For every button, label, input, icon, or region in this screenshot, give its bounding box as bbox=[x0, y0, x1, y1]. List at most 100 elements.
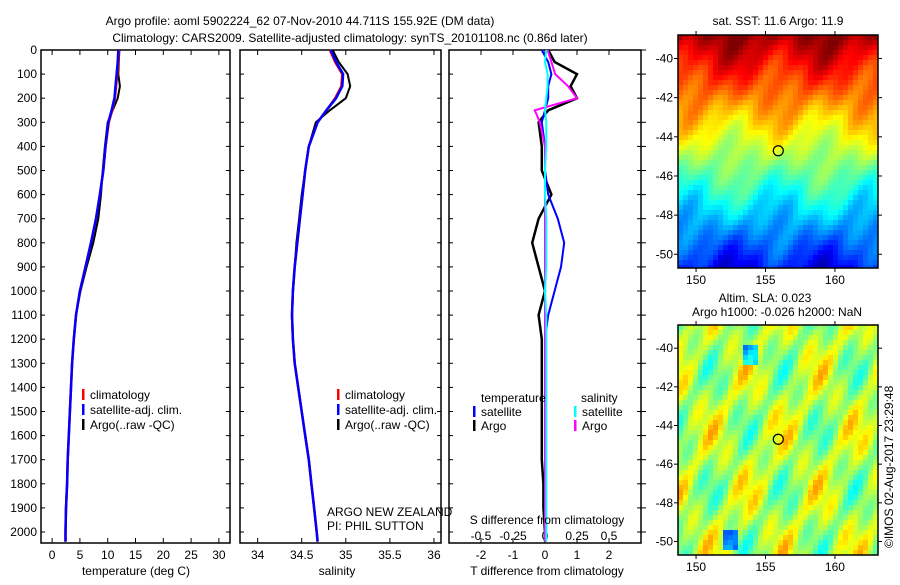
title-line-2: Climatology: CARS2009. Satellite-adjuste… bbox=[112, 31, 587, 45]
map-cell bbox=[798, 415, 803, 420]
map-cell bbox=[748, 150, 753, 155]
map-cell bbox=[783, 480, 788, 485]
map-cell bbox=[828, 150, 833, 155]
map-cell bbox=[788, 525, 793, 530]
map-cell bbox=[733, 255, 738, 260]
map-cell bbox=[728, 330, 733, 335]
map-cell bbox=[773, 45, 778, 50]
map-cell bbox=[678, 380, 683, 385]
map-cell bbox=[823, 460, 828, 465]
map-cell bbox=[753, 535, 758, 540]
map-cell bbox=[863, 505, 868, 510]
map-cell bbox=[718, 530, 723, 535]
map-cell bbox=[803, 135, 808, 140]
map-cell bbox=[723, 210, 728, 215]
map-cell bbox=[803, 500, 808, 505]
map-cell bbox=[743, 100, 748, 105]
map-cell bbox=[848, 120, 853, 125]
map-cell bbox=[823, 220, 828, 225]
map-cell bbox=[783, 485, 788, 490]
map-cell bbox=[868, 500, 873, 505]
map-cell bbox=[708, 210, 713, 215]
map-cell bbox=[688, 190, 693, 195]
x-tick-label: 25 bbox=[184, 548, 198, 562]
map-cell bbox=[818, 155, 823, 160]
map-cell bbox=[758, 490, 763, 495]
map-cell bbox=[863, 520, 868, 525]
map-cell bbox=[728, 355, 733, 360]
map-cell bbox=[693, 340, 698, 345]
map-cell bbox=[743, 535, 748, 540]
map-cell bbox=[798, 395, 803, 400]
map-cell bbox=[788, 415, 793, 420]
map-cell bbox=[723, 35, 728, 40]
map-cell bbox=[803, 75, 808, 80]
map-cell bbox=[728, 370, 733, 375]
map-cell bbox=[773, 85, 778, 90]
map-cell bbox=[743, 90, 748, 95]
map-cell bbox=[733, 145, 738, 150]
map-cell bbox=[768, 125, 773, 130]
map-cell bbox=[873, 460, 878, 465]
map-cell bbox=[798, 525, 803, 530]
map-cell bbox=[853, 150, 858, 155]
map-cell bbox=[873, 215, 878, 220]
map-cell bbox=[723, 85, 728, 90]
map-cell bbox=[783, 360, 788, 365]
map-cell bbox=[838, 450, 843, 455]
map-cell bbox=[723, 220, 728, 225]
map-cell bbox=[833, 140, 838, 145]
map-cell bbox=[863, 420, 868, 425]
map-cell bbox=[843, 205, 848, 210]
map-cell bbox=[723, 360, 728, 365]
map-cell bbox=[768, 375, 773, 380]
map-cell bbox=[778, 415, 783, 420]
map-cell bbox=[873, 365, 878, 370]
map-cell bbox=[828, 80, 833, 85]
map-cell bbox=[808, 115, 813, 120]
map-cell bbox=[788, 50, 793, 55]
map-cell bbox=[753, 145, 758, 150]
map-cell bbox=[873, 430, 878, 435]
map-cell bbox=[818, 35, 823, 40]
map-cell bbox=[698, 245, 703, 250]
x-tick-label: 10 bbox=[101, 548, 115, 562]
s-tick-label: 0.25 bbox=[565, 529, 589, 543]
map-cell bbox=[778, 130, 783, 135]
map-cell bbox=[853, 430, 858, 435]
map-cell bbox=[738, 80, 743, 85]
map-cell bbox=[758, 205, 763, 210]
map-cell bbox=[843, 455, 848, 460]
map-cell bbox=[693, 70, 698, 75]
map-cell bbox=[788, 340, 793, 345]
map-cell bbox=[708, 160, 713, 165]
map-cell bbox=[753, 95, 758, 100]
map-cell bbox=[738, 455, 743, 460]
map-cell bbox=[683, 220, 688, 225]
map-cell bbox=[818, 385, 823, 390]
map-cell bbox=[763, 410, 768, 415]
map-cell bbox=[818, 100, 823, 105]
map-cell bbox=[858, 105, 863, 110]
map-cell bbox=[758, 90, 763, 95]
map-cell bbox=[838, 410, 843, 415]
map-cell bbox=[828, 250, 833, 255]
map-cell bbox=[798, 70, 803, 75]
map-cell bbox=[683, 265, 688, 268]
map-cell bbox=[698, 385, 703, 390]
map-cell bbox=[758, 155, 763, 160]
map-cell bbox=[853, 80, 858, 85]
map-cell bbox=[818, 170, 823, 175]
x-tick-label: 35.5 bbox=[378, 548, 402, 562]
map-cell bbox=[803, 535, 808, 540]
map-cell bbox=[723, 445, 728, 450]
map-cell bbox=[793, 245, 798, 250]
map-cell bbox=[858, 465, 863, 470]
map-cell bbox=[753, 430, 758, 435]
map-cell bbox=[748, 145, 753, 150]
map-cell bbox=[838, 335, 843, 340]
map-cell bbox=[778, 155, 783, 160]
map-cell bbox=[843, 90, 848, 95]
map-cell bbox=[718, 125, 723, 130]
